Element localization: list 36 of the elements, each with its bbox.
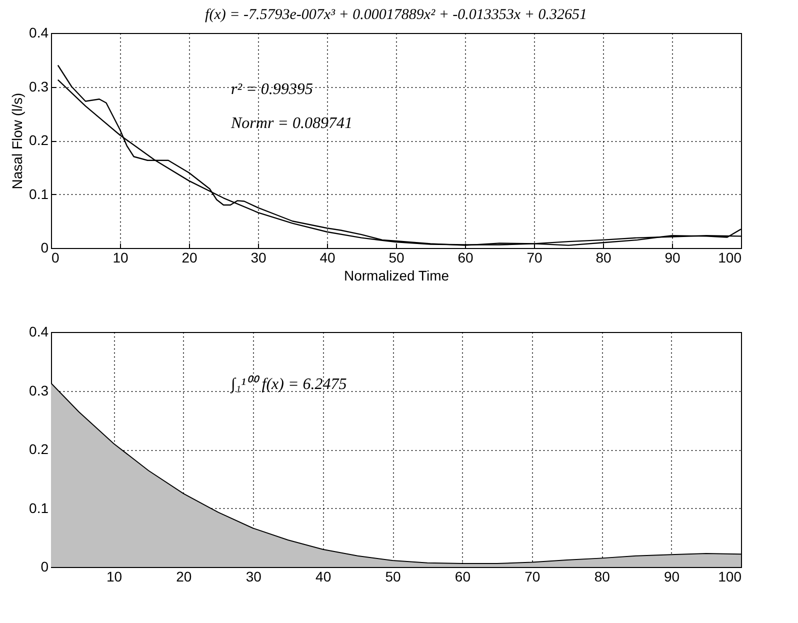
x-tick-label: 30 <box>250 250 266 266</box>
x-tick-label: 90 <box>664 250 680 266</box>
x-tick-label: 40 <box>316 568 332 584</box>
x-tick-label: 0 <box>52 250 60 266</box>
y-tick-label: 0 <box>40 240 49 256</box>
x-tick-label: 50 <box>388 250 404 266</box>
x-tick-label: 100 <box>718 250 742 266</box>
y-tick-label: 0.4 <box>29 324 49 340</box>
x-tick-label: 80 <box>594 568 610 584</box>
x-axis-title: Normalized Time <box>344 268 450 284</box>
x-tick-label: 90 <box>664 568 680 584</box>
y-tick-label: 0.1 <box>29 186 49 202</box>
annotation: Normr = 0.089741 <box>230 115 352 132</box>
y-axis-title: Nasal Flow (l/s) <box>9 92 26 190</box>
x-tick-label: 30 <box>246 568 262 584</box>
x-tick-label: 40 <box>320 250 336 266</box>
x-tick-label: 50 <box>385 568 402 584</box>
x-tick-label: 100 <box>718 568 742 584</box>
x-tick-label: 60 <box>454 568 471 584</box>
y-tick-label: 0.3 <box>29 78 49 94</box>
y-tick-label: 0.2 <box>29 441 49 457</box>
x-tick-label: 10 <box>112 250 128 266</box>
y-tick-label: 0 <box>40 558 49 574</box>
x-tick-label: 60 <box>458 250 474 266</box>
x-tick-label: 80 <box>596 250 612 266</box>
annotation: ∫₁¹⁰⁰ f(x) = 6.2475 <box>230 375 347 394</box>
y-tick-label: 0.2 <box>29 132 49 148</box>
x-tick-label: 10 <box>106 568 122 584</box>
y-tick-label: 0.3 <box>29 382 49 398</box>
chart-title: f(x) = -7.5793e-007x³ + 0.00017889x² + -0.013353x + 0.32651 <box>205 7 587 23</box>
x-tick-label: 20 <box>182 250 198 266</box>
x-tick-label: 70 <box>524 568 540 584</box>
x-tick-label: 20 <box>176 568 192 584</box>
x-tick-label: 70 <box>526 250 542 266</box>
y-tick-label: 0.4 <box>29 24 49 40</box>
y-tick-label: 0.1 <box>29 500 49 516</box>
